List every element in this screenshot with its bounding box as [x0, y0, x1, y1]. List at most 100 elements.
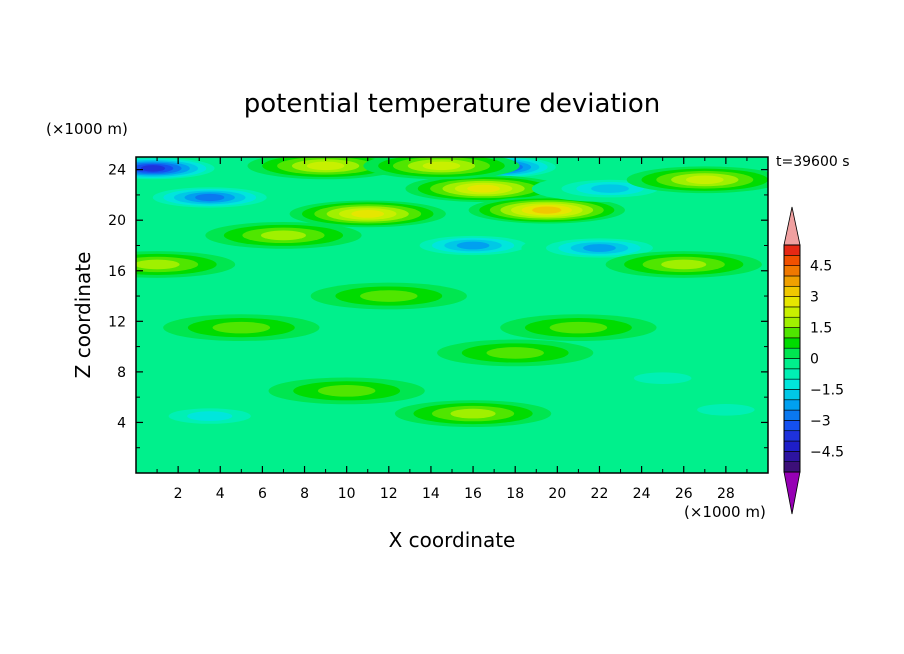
- x-tick-label: 16: [464, 486, 482, 502]
- x-tick-label: 10: [338, 486, 356, 502]
- field-feature: [626, 166, 768, 194]
- contour-band: [212, 321, 271, 334]
- colorbar-tick-label: −1.5: [810, 382, 844, 398]
- field-feature: [310, 282, 467, 310]
- x-tick-label: 24: [633, 486, 651, 502]
- field-feature: [394, 400, 552, 427]
- field-plot: [136, 157, 768, 473]
- contour-band: [633, 372, 692, 384]
- y-tick-label: 8: [117, 365, 126, 381]
- contour-band: [422, 161, 461, 171]
- colorbar-swatch: [783, 440, 801, 452]
- contour-band: [136, 259, 180, 270]
- y-axis-ticks: 4 8 12 16 20 24: [108, 163, 768, 449]
- field-feature: [605, 251, 762, 278]
- colorbar-swatch: [783, 430, 801, 442]
- colorbar-swatch: [783, 399, 801, 411]
- contour-band: [467, 184, 500, 193]
- colorbar-swatch: [783, 358, 801, 370]
- contour-band: [450, 408, 496, 419]
- colorbar-swatch: [783, 461, 801, 473]
- colorbar-over-triangle: [783, 206, 801, 246]
- contour-band: [549, 321, 608, 334]
- x-tick-label: 12: [380, 486, 398, 502]
- x-tick-label: 18: [506, 486, 524, 502]
- field-feature: [468, 196, 625, 224]
- colorbar-tick-label: 1.5: [810, 321, 832, 337]
- field-feature: [163, 314, 320, 342]
- contour-band: [697, 404, 755, 416]
- field-feature: [205, 221, 362, 249]
- colorbar-swatch: [783, 378, 801, 390]
- contour-band: [456, 241, 490, 250]
- contour-band: [583, 244, 616, 252]
- contour-band: [532, 206, 562, 214]
- colorbar: 4.5 3 1.5 0 −1.5 −3 −4.5: [783, 206, 844, 515]
- field-feature: [268, 377, 425, 405]
- colorbar-swatch: [783, 265, 801, 277]
- colorbar-frame: [783, 244, 801, 473]
- field-feature: [363, 157, 520, 180]
- x-unit-label: (×1000 m): [684, 503, 766, 521]
- field-feature: [647, 396, 768, 424]
- y-tick-label: 12: [108, 314, 126, 330]
- x-tick-label: 14: [422, 486, 440, 502]
- colorbar-swatch: [783, 316, 801, 328]
- y-tick-label: 24: [108, 163, 126, 179]
- x-tick-label: 22: [591, 486, 609, 502]
- colorbar-swatch: [783, 244, 801, 256]
- field-feature: [584, 364, 741, 392]
- colorbar-swatch: [783, 337, 801, 349]
- x-axis-ticks: 2 4 6 8 10 12 14 16 18 20 22 24 26 28: [156, 157, 748, 502]
- colorbar-swatch: [783, 275, 801, 287]
- colorbar-swatch: [783, 451, 801, 462]
- colorbar-swatch: [783, 389, 801, 401]
- contour-band: [486, 347, 544, 359]
- chart-title: potential temperature deviation: [244, 89, 660, 119]
- colorbar-swatch: [783, 296, 801, 308]
- x-tick-label: 4: [216, 486, 225, 502]
- field-feature: [247, 157, 404, 180]
- colorbar-tick-label: 3: [810, 290, 819, 306]
- y-tick-label: 20: [108, 213, 126, 229]
- colorbar-swatch: [783, 368, 801, 380]
- contour-band: [317, 385, 376, 397]
- contour-band: [591, 184, 629, 193]
- field-feature: [500, 314, 657, 342]
- x-axis-label: X coordinate: [389, 528, 516, 552]
- x-tick-label: 20: [548, 486, 566, 502]
- contour-band: [351, 209, 385, 218]
- contour-band: [360, 290, 418, 302]
- field-feature: [394, 232, 552, 259]
- colorbar-swatch: [783, 285, 801, 297]
- x-tick-label: 2: [174, 486, 183, 502]
- y-tick-label: 4: [117, 415, 126, 431]
- x-tick-label: 8: [300, 486, 309, 502]
- field-feature: [136, 251, 236, 278]
- time-label: t=39600 s: [776, 154, 850, 170]
- colorbar-tick-label: −3: [810, 413, 831, 429]
- contour-band: [306, 161, 345, 171]
- colorbar-swatch: [783, 327, 801, 339]
- contour-band: [187, 411, 233, 421]
- contour-band: [140, 165, 166, 172]
- contour-band: [260, 230, 307, 241]
- y-axis-label: Z coordinate: [71, 252, 95, 379]
- colorbar-under-triangle: [783, 471, 801, 515]
- field-feature: [136, 184, 288, 211]
- colorbar-swatch: [783, 306, 801, 318]
- contour-band: [661, 259, 707, 270]
- colorbar-swatch: [783, 409, 801, 421]
- contour-band: [685, 175, 724, 185]
- colorbar-tick-label: −4.5: [810, 444, 844, 460]
- x-tick-label: 28: [717, 486, 735, 502]
- field-feature: [405, 175, 562, 202]
- colorbar-swatch: [783, 347, 801, 359]
- contour-band: [195, 193, 225, 202]
- x-tick-label: 6: [258, 486, 267, 502]
- colorbar-tick-label: 4.5: [810, 259, 832, 275]
- field-feature: [136, 157, 231, 182]
- y-tick-label: 16: [108, 264, 126, 280]
- field-feature: [289, 200, 446, 228]
- colorbar-tick-label: 0: [810, 352, 819, 368]
